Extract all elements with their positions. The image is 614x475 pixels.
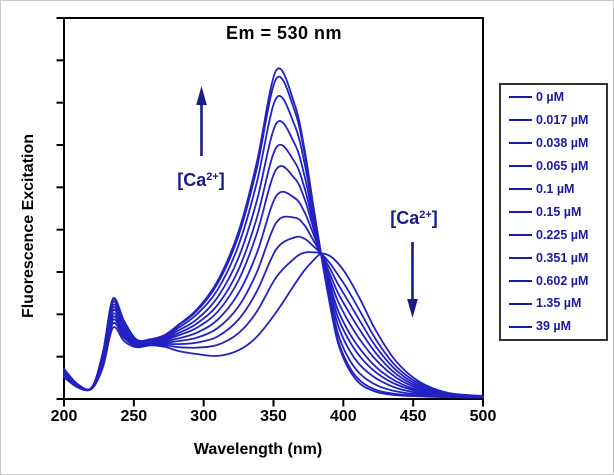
- up-arrow-icon: [196, 86, 207, 156]
- legend-line-swatch: [509, 233, 532, 236]
- legend-line-swatch: [509, 96, 532, 99]
- x-tick-label: 400: [329, 408, 357, 425]
- legend-line-swatch: [509, 188, 532, 190]
- ca-annotation-text: [Ca: [390, 208, 420, 228]
- x-tick-label: 450: [399, 408, 427, 425]
- legend-box: 0 µM 0.017 µM 0.038 µM 0.065 µM 0.1 µM 0.15 µ…: [499, 83, 608, 341]
- spectrum-curve-0.602uM: [63, 95, 484, 399]
- ca-decrease-annotation: [Ca2+]: [374, 209, 454, 227]
- legend-item-label: 0 µM: [536, 90, 565, 104]
- x-tick-label: 200: [50, 408, 78, 425]
- legend-item-label: 0.225 µM: [536, 227, 589, 242]
- legend-line-swatch: [509, 165, 532, 168]
- legend-line-swatch: [509, 325, 532, 328]
- legend-item-label: 39 µM: [536, 319, 571, 334]
- legend-item-label: 0.15 µM: [536, 204, 582, 219]
- spectrum-curve-39uM: [63, 67, 484, 399]
- spectrum-curve-0uM: [63, 252, 484, 397]
- spectrum-curve-0.065uM: [63, 215, 484, 398]
- legend-item: 0.038 µM: [509, 137, 606, 150]
- legend-item: 39 µM: [509, 320, 606, 333]
- legend-item: 0.15 µM: [509, 206, 606, 219]
- legend-line-swatch: [509, 142, 532, 145]
- spectrum-curve-0.1uM: [63, 190, 484, 398]
- x-tick-label: 500: [469, 408, 497, 425]
- ca-increase-annotation: [Ca2+]: [161, 171, 241, 189]
- x-tick-label: 250: [120, 408, 148, 425]
- down-arrow-icon: [407, 242, 418, 318]
- spectrum-curve-0.017uM: [63, 251, 484, 398]
- legend-item-label: 0.017 µM: [536, 112, 589, 127]
- ca-annotation-text: ]: [218, 170, 225, 190]
- legend-item-label: 1.35 µM: [536, 296, 582, 311]
- legend-item: 0.225 µM: [509, 229, 606, 242]
- spectrum-curve-0.351uM: [63, 120, 484, 398]
- legend-item-label: 0.065 µM: [536, 158, 589, 173]
- spectrum-curve-1.35uM: [63, 75, 484, 399]
- x-axis-label: Wavelength (nm): [193, 441, 323, 458]
- spectrum-curve-0.225uM: [63, 143, 484, 398]
- ca-annotation-text: [Ca: [177, 170, 207, 190]
- x-tick-label: 350: [260, 408, 287, 425]
- legend-item: 0 µM: [509, 91, 606, 104]
- ca-annotation-superscript: 2+: [419, 209, 432, 221]
- legend-item: 0.1 µM: [509, 183, 606, 196]
- legend-item: 0.017 µM: [509, 114, 606, 127]
- legend-item: 0.602 µM: [509, 273, 606, 288]
- y-axis-label: Fluorescence Excitation: [20, 133, 37, 319]
- legend-list: 0 µM 0.017 µM 0.038 µM 0.065 µM 0.1 µM 0.15 µ…: [501, 85, 606, 339]
- ca-annotation-text: ]: [431, 208, 438, 228]
- legend-line-swatch: [509, 256, 532, 259]
- legend-item-label: 0.351 µM: [536, 250, 589, 265]
- legend-line-swatch: [509, 119, 532, 122]
- plot-title: Em = 530 nm: [225, 23, 343, 43]
- axis-tick-marks: [56, 17, 484, 407]
- legend-item-label: 0.602 µM: [536, 273, 589, 288]
- legend-line-swatch: [509, 279, 532, 282]
- legend-line-swatch: [509, 302, 532, 305]
- legend-item: 0.351 µM: [509, 252, 606, 265]
- spectra-curves: [63, 67, 484, 399]
- ca-annotation-superscript: 2+: [206, 171, 219, 183]
- spectrum-curve-0.038uM: [63, 235, 484, 398]
- legend-item: 1.35 µM: [509, 297, 606, 310]
- legend-line-swatch: [509, 210, 532, 213]
- x-tick-label: 300: [190, 408, 217, 425]
- legend-item: 0.065 µM: [509, 160, 606, 173]
- legend-item-label: 0.1 µM: [536, 181, 575, 196]
- legend-item-label: 0.038 µM: [536, 135, 589, 150]
